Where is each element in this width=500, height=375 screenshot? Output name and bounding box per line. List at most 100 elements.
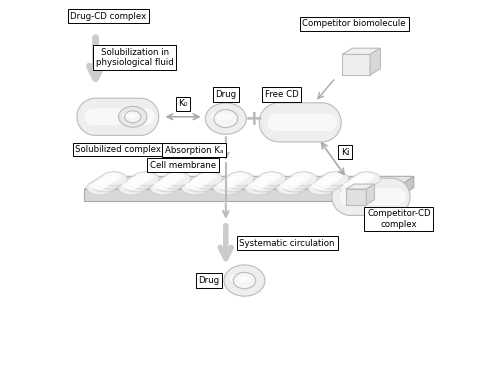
Ellipse shape bbox=[281, 178, 308, 192]
Ellipse shape bbox=[244, 181, 272, 195]
Ellipse shape bbox=[250, 178, 276, 192]
Ellipse shape bbox=[100, 177, 116, 183]
Polygon shape bbox=[366, 184, 374, 205]
Ellipse shape bbox=[285, 180, 301, 186]
Ellipse shape bbox=[344, 183, 359, 189]
Ellipse shape bbox=[100, 172, 128, 186]
Text: Cell membrane: Cell membrane bbox=[150, 160, 216, 170]
Ellipse shape bbox=[353, 177, 369, 183]
Ellipse shape bbox=[224, 265, 265, 296]
Ellipse shape bbox=[230, 273, 254, 283]
Ellipse shape bbox=[190, 180, 206, 186]
Ellipse shape bbox=[136, 174, 152, 180]
Ellipse shape bbox=[132, 177, 148, 183]
Text: Competitor-CD
complex: Competitor-CD complex bbox=[367, 210, 430, 229]
Polygon shape bbox=[260, 103, 341, 142]
Ellipse shape bbox=[344, 178, 371, 192]
Text: Drug-CD complex: Drug-CD complex bbox=[70, 12, 146, 21]
Ellipse shape bbox=[123, 112, 140, 118]
Ellipse shape bbox=[280, 183, 296, 189]
Ellipse shape bbox=[262, 174, 279, 180]
Polygon shape bbox=[370, 48, 380, 75]
Ellipse shape bbox=[226, 177, 242, 183]
Ellipse shape bbox=[231, 174, 247, 180]
Ellipse shape bbox=[249, 183, 265, 189]
Ellipse shape bbox=[127, 180, 143, 186]
Polygon shape bbox=[84, 176, 414, 189]
Text: Drug: Drug bbox=[198, 276, 220, 285]
Ellipse shape bbox=[214, 110, 238, 128]
Text: Free CD: Free CD bbox=[265, 90, 298, 99]
Ellipse shape bbox=[312, 183, 328, 189]
Polygon shape bbox=[84, 189, 395, 201]
Polygon shape bbox=[346, 184, 374, 189]
Ellipse shape bbox=[258, 177, 274, 183]
Ellipse shape bbox=[286, 175, 312, 189]
Ellipse shape bbox=[236, 277, 250, 282]
Polygon shape bbox=[342, 48, 380, 54]
Text: Solubilization in
physiological fluid: Solubilization in physiological fluid bbox=[96, 48, 174, 67]
Ellipse shape bbox=[316, 180, 332, 186]
Ellipse shape bbox=[294, 174, 310, 180]
Ellipse shape bbox=[354, 172, 380, 186]
Ellipse shape bbox=[222, 175, 249, 189]
Text: Drug: Drug bbox=[215, 90, 236, 99]
Polygon shape bbox=[77, 98, 159, 135]
Polygon shape bbox=[332, 178, 410, 215]
Ellipse shape bbox=[340, 181, 366, 195]
Ellipse shape bbox=[258, 172, 285, 186]
Ellipse shape bbox=[123, 178, 150, 192]
Polygon shape bbox=[395, 176, 414, 201]
Ellipse shape bbox=[154, 178, 182, 192]
Ellipse shape bbox=[254, 180, 270, 186]
Ellipse shape bbox=[217, 183, 233, 189]
Ellipse shape bbox=[348, 180, 364, 186]
Ellipse shape bbox=[318, 175, 344, 189]
Text: K₀: K₀ bbox=[178, 99, 188, 108]
Ellipse shape bbox=[86, 181, 114, 195]
Text: Ki: Ki bbox=[340, 148, 349, 157]
Polygon shape bbox=[340, 188, 406, 205]
Ellipse shape bbox=[182, 181, 208, 195]
Polygon shape bbox=[85, 108, 154, 125]
Ellipse shape bbox=[158, 180, 174, 186]
Ellipse shape bbox=[349, 175, 376, 189]
Ellipse shape bbox=[91, 178, 118, 192]
Ellipse shape bbox=[127, 114, 137, 118]
Polygon shape bbox=[346, 189, 366, 205]
Ellipse shape bbox=[254, 175, 281, 189]
Ellipse shape bbox=[132, 172, 159, 186]
Ellipse shape bbox=[290, 177, 306, 183]
Ellipse shape bbox=[164, 172, 190, 186]
Ellipse shape bbox=[322, 177, 338, 183]
Ellipse shape bbox=[290, 172, 317, 186]
Ellipse shape bbox=[234, 272, 256, 289]
Ellipse shape bbox=[186, 178, 213, 192]
Ellipse shape bbox=[312, 178, 340, 192]
Ellipse shape bbox=[218, 178, 244, 192]
Ellipse shape bbox=[122, 183, 138, 189]
Ellipse shape bbox=[222, 180, 238, 186]
Ellipse shape bbox=[96, 175, 122, 189]
Ellipse shape bbox=[322, 172, 349, 186]
Ellipse shape bbox=[104, 174, 120, 180]
Ellipse shape bbox=[128, 175, 154, 189]
Ellipse shape bbox=[159, 175, 186, 189]
Text: Competitor biomolecule: Competitor biomolecule bbox=[302, 19, 406, 28]
Ellipse shape bbox=[227, 172, 254, 186]
Ellipse shape bbox=[212, 112, 236, 121]
Ellipse shape bbox=[358, 174, 374, 180]
Ellipse shape bbox=[200, 174, 216, 180]
Ellipse shape bbox=[326, 174, 342, 180]
Text: Systematic circulation: Systematic circulation bbox=[240, 239, 335, 248]
Ellipse shape bbox=[154, 183, 170, 189]
Polygon shape bbox=[342, 54, 370, 75]
Text: Solubilized complex: Solubilized complex bbox=[75, 145, 161, 154]
Ellipse shape bbox=[118, 106, 147, 127]
Text: +: + bbox=[244, 109, 263, 129]
Ellipse shape bbox=[168, 174, 184, 180]
Ellipse shape bbox=[118, 181, 145, 195]
Ellipse shape bbox=[150, 181, 176, 195]
Ellipse shape bbox=[124, 111, 141, 123]
Ellipse shape bbox=[196, 172, 222, 186]
